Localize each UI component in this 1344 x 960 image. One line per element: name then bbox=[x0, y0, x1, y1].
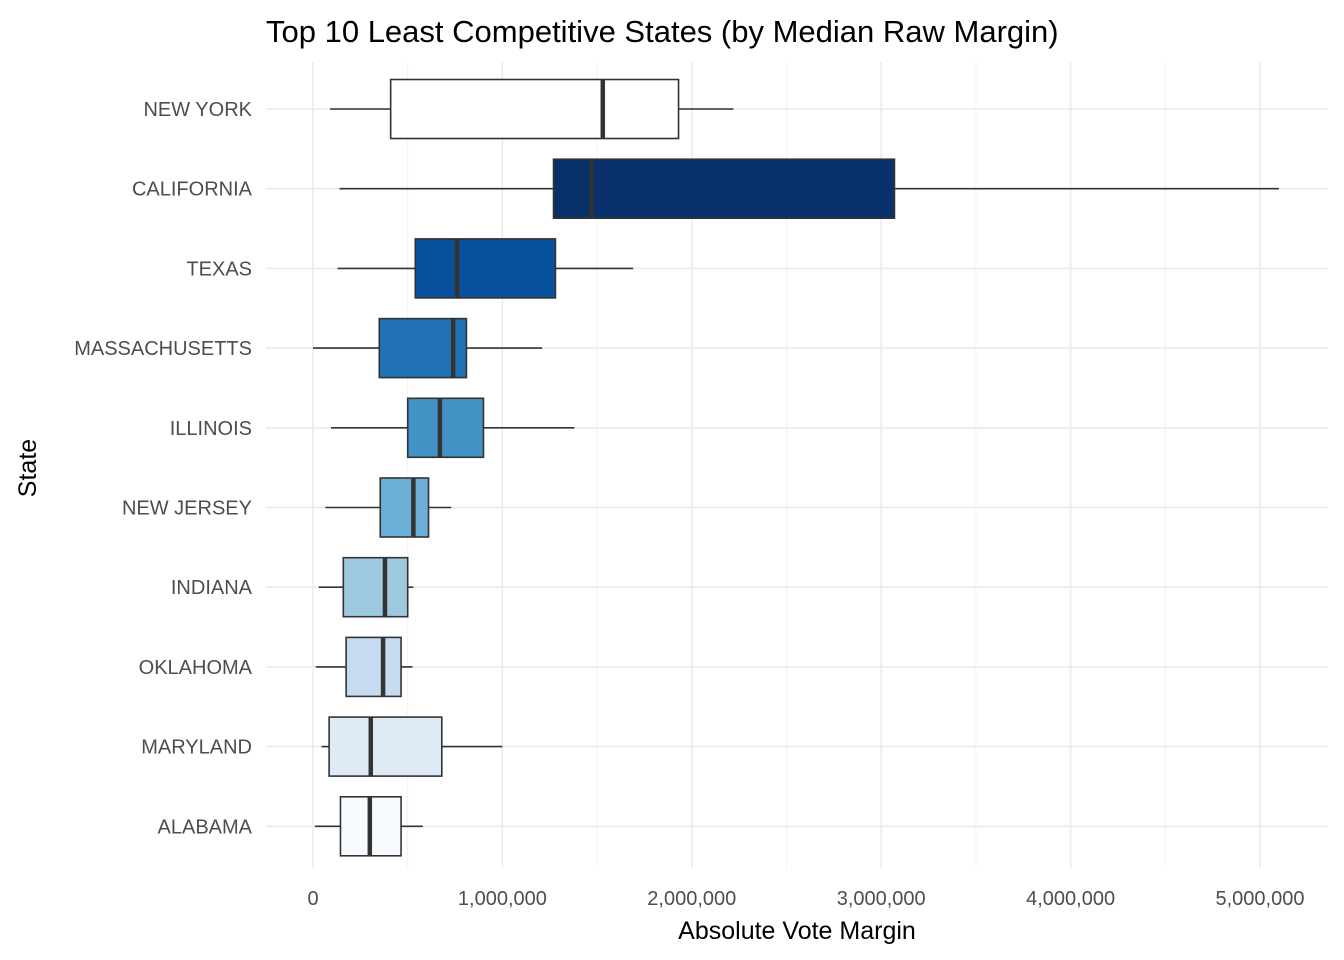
y-tick-label: MASSACHUSETTS bbox=[74, 338, 252, 360]
x-axis-title: Absolute Vote Margin bbox=[678, 917, 916, 945]
box-oklahoma bbox=[315, 636, 413, 698]
box-iqr bbox=[414, 238, 557, 299]
x-tick-label: 2,000,000 bbox=[647, 888, 736, 910]
x-tick-label: 5,000,000 bbox=[1216, 888, 1305, 910]
box-iqr bbox=[328, 716, 443, 777]
y-tick-label: CALIFORNIA bbox=[132, 179, 253, 201]
box-iqr bbox=[406, 397, 485, 459]
box-iqr bbox=[379, 477, 430, 538]
box-alabama bbox=[314, 795, 423, 857]
y-tick-label: MARYLAND bbox=[141, 737, 252, 759]
box-new-jersey bbox=[325, 477, 452, 538]
box-texas bbox=[337, 238, 634, 299]
box-iqr bbox=[389, 78, 680, 140]
boxplot-series bbox=[313, 78, 1279, 857]
y-tick-label: TEXAS bbox=[186, 258, 252, 280]
y-tick-label: INDIANA bbox=[171, 577, 253, 599]
box-illinois bbox=[330, 397, 575, 459]
box-iqr bbox=[342, 556, 409, 618]
box-iqr bbox=[552, 158, 896, 219]
x-tick-label: 1,000,000 bbox=[458, 888, 547, 910]
x-tick-label: 4,000,000 bbox=[1026, 888, 1115, 910]
box-iqr bbox=[345, 636, 402, 698]
y-axis-title: State bbox=[14, 439, 42, 497]
box-indiana bbox=[318, 556, 414, 618]
x-tick-label: 0 bbox=[307, 888, 318, 910]
y-tick-label: NEW JERSEY bbox=[122, 498, 252, 520]
box-massachusetts bbox=[313, 317, 543, 379]
y-tick-label: ILLINOIS bbox=[170, 418, 252, 440]
y-tick-labels: NEW YORK CALIFORNIA TEXAS MASSACHUSETTS ILLI… bbox=[74, 99, 252, 838]
x-tick-labels: 0 1,000,000 2,000,000 3,000,000 4,000,000 5,0… bbox=[307, 888, 1304, 910]
y-tick-label: OKLAHOMA bbox=[139, 657, 253, 679]
y-tick-label: ALABAMA bbox=[158, 816, 253, 838]
y-tick-label: NEW YORK bbox=[143, 99, 252, 121]
box-maryland bbox=[321, 716, 503, 777]
box-new-york bbox=[330, 78, 734, 140]
x-tick-label: 3,000,000 bbox=[837, 888, 926, 910]
chart-title: Top 10 Least Competitive States (by Medi… bbox=[266, 14, 1059, 49]
box-california bbox=[339, 158, 1279, 219]
